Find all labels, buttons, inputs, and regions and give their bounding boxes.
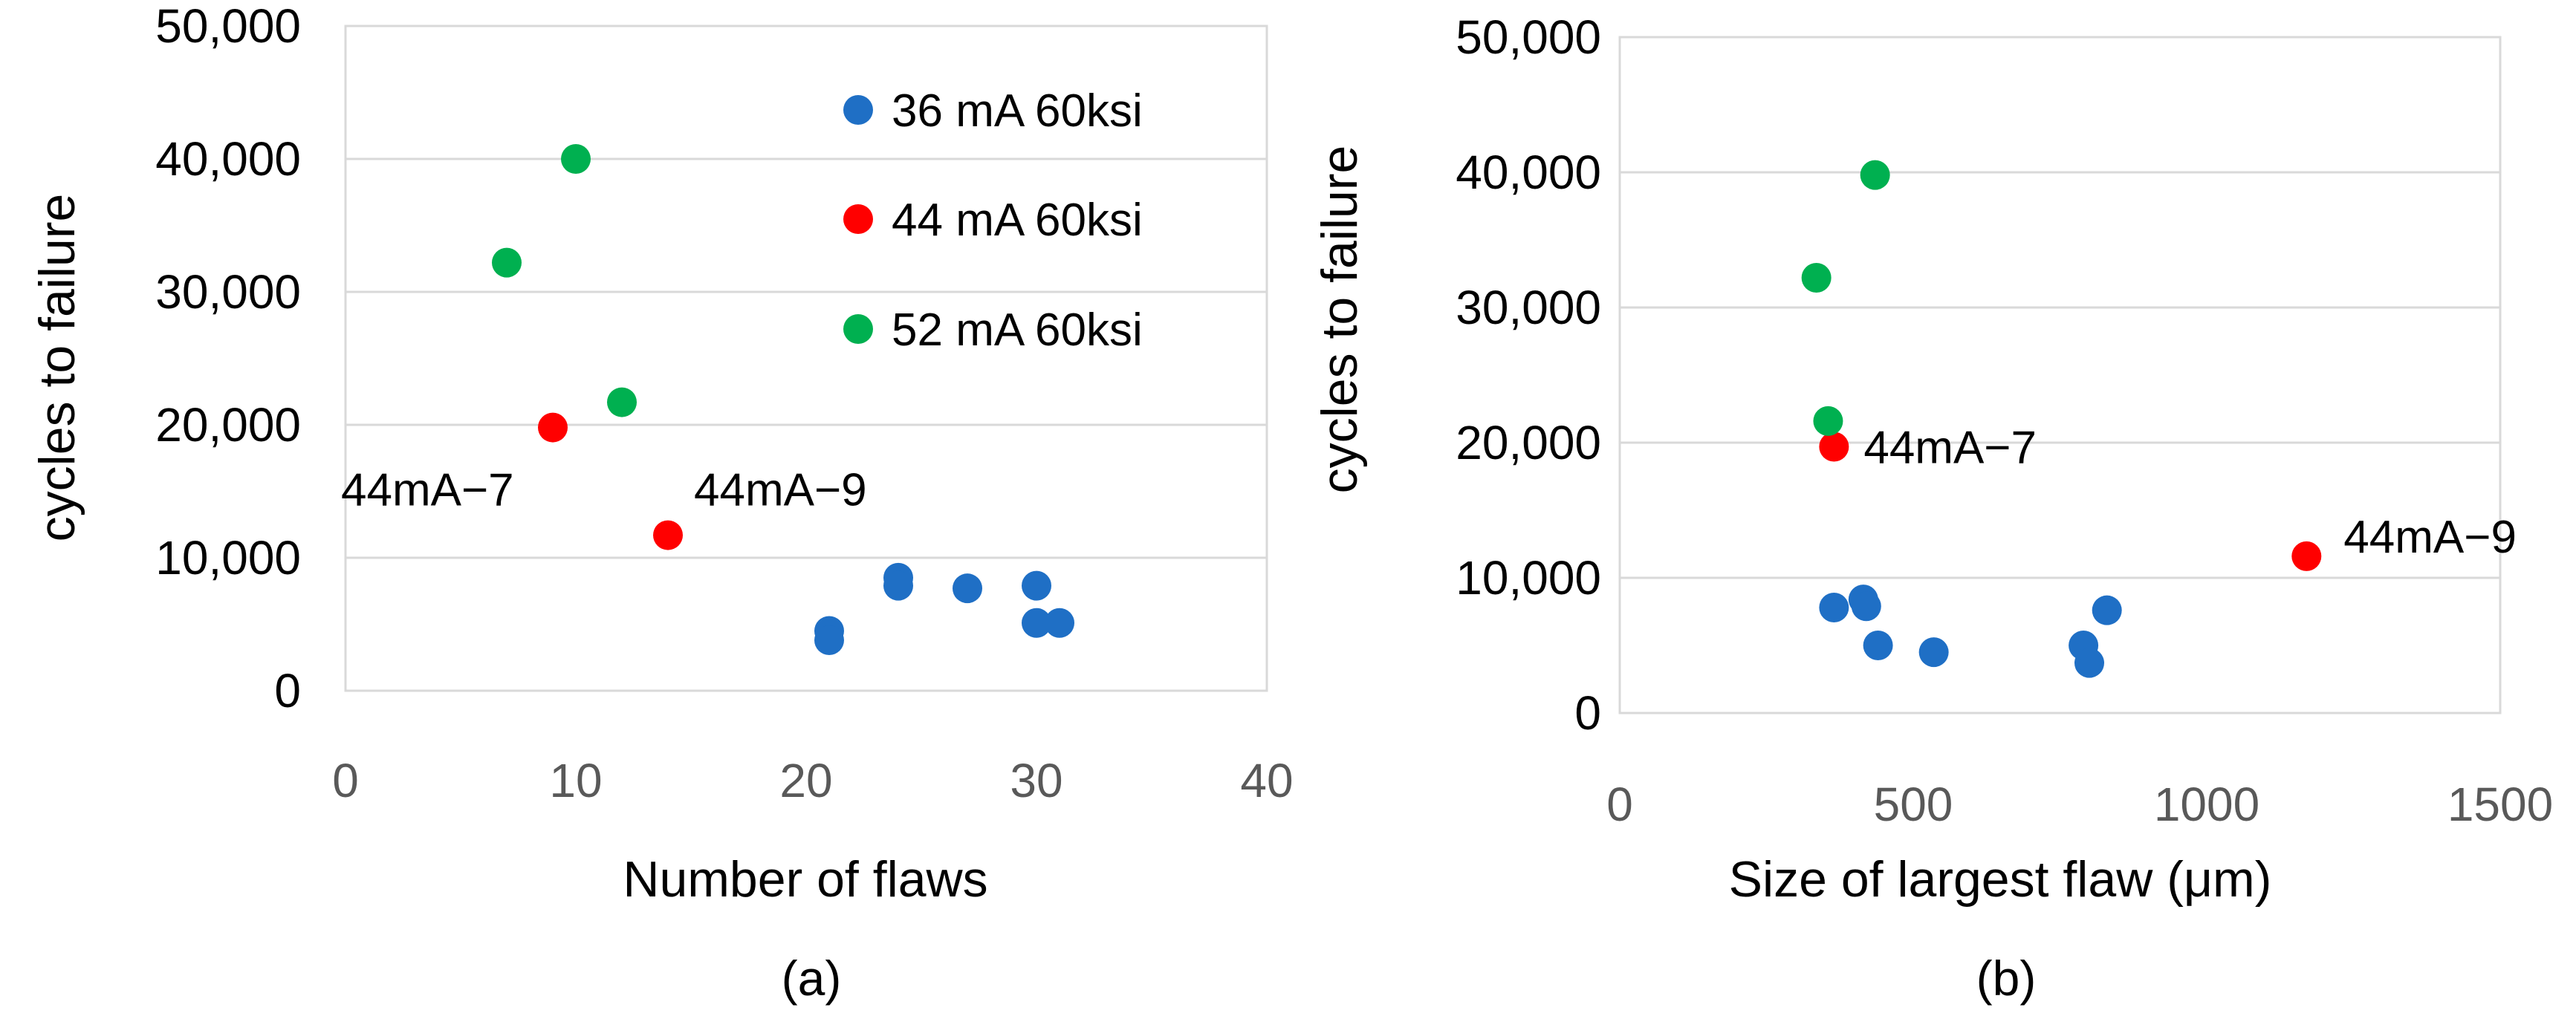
chart-a-point-36-ma-60ksi-1 xyxy=(814,625,844,655)
chart-a-points xyxy=(492,144,1074,655)
chart-a-plot-frame xyxy=(344,25,1268,692)
chart-b-point-36-ma-60ksi-3 xyxy=(1863,631,1893,660)
chart-a-y-tick-label: 0 xyxy=(274,664,301,717)
chart-b-y-tick-label: 40,000 xyxy=(1456,146,1601,199)
chart-a-panel-label: (a) xyxy=(782,951,842,1006)
chart-b-point-36-ma-60ksi-7 xyxy=(2092,595,2122,625)
chart-b-annotation-44ma-7: 44mA−7 xyxy=(1863,422,2037,473)
chart-a-y-ticks: 0 10,000 20,000 30,000 40,000 50,000 xyxy=(155,0,301,717)
chart-b-x-axis-title: Size of largest flaw (μm) xyxy=(1729,851,2272,908)
chart-a-point-36-ma-60ksi-7 xyxy=(1045,608,1074,638)
chart-b-point-36-ma-60ksi-4 xyxy=(1918,637,1949,668)
legend-marker-44ma xyxy=(843,204,873,234)
chart-a: 0 10,000 20,000 30,000 40,000 50,000 0 10 20 30 4… xyxy=(29,0,1294,1006)
chart-a-y-tick-label: 20,000 xyxy=(155,398,301,452)
chart-b-point-44-ma-60ksi-0 xyxy=(1819,432,1849,462)
chart-b-y-tick-label: 20,000 xyxy=(1456,416,1601,469)
legend-label-52ma: 52 mA 60ksi xyxy=(892,305,1143,356)
chart-b-x-tick-label: 500 xyxy=(1874,778,1953,831)
chart-a-point-52-ma-60ksi-0 xyxy=(561,144,591,174)
chart-a-x-ticks: 0 10 20 30 40 xyxy=(332,754,1293,807)
chart-a-y-axis-title: cycles to failure xyxy=(29,194,85,542)
chart-a-point-44-ma-60ksi-1 xyxy=(653,520,683,550)
legend-entry-44ma: 44 mA 60ksi xyxy=(843,195,1143,246)
chart-a-legend: 36 mA 60ksi 44 mA 60ksi 52 mA 60ksi xyxy=(843,85,1143,356)
chart-b-point-36-ma-60ksi-6 xyxy=(2074,648,2104,678)
legend-marker-52ma xyxy=(843,314,873,344)
chart-b-y-tick-label: 50,000 xyxy=(1456,10,1601,64)
legend-label-36ma: 36 mA 60ksi xyxy=(892,85,1143,137)
chart-a-annotation-44ma-7: 44mA−7 xyxy=(341,465,514,516)
chart-a-x-tick-label: 10 xyxy=(549,754,602,807)
chart-a-y-tick-label: 40,000 xyxy=(155,132,301,186)
chart-a-point-36-ma-60ksi-3 xyxy=(883,570,913,601)
chart-b-point-52-ma-60ksi-2 xyxy=(1813,406,1843,436)
chart-a-point-52-ma-60ksi-1 xyxy=(492,247,522,278)
chart-b-x-ticks: 0 500 1000 1500 xyxy=(1606,778,2553,831)
chart-a-annotations: 44mA−7 44mA−9 xyxy=(341,465,867,516)
chart-b-points xyxy=(1801,160,2322,678)
chart-b-gridlines xyxy=(1618,36,2502,714)
chart-b-point-36-ma-60ksi-2 xyxy=(1851,591,1881,622)
chart-b-annotations: 44mA−7 44mA−9 xyxy=(1863,422,2517,562)
chart-b-y-ticks: 0 10,000 20,000 30,000 40,000 50,000 xyxy=(1456,10,1601,740)
chart-a-x-tick-label: 0 xyxy=(332,754,359,807)
chart-a-x-tick-label: 40 xyxy=(1240,754,1293,807)
chart-a-point-52-ma-60ksi-2 xyxy=(607,387,637,417)
chart-b-x-tick-label: 0 xyxy=(1606,778,1633,831)
chart-b-y-tick-label: 10,000 xyxy=(1456,551,1601,605)
chart-b-x-tick-label: 1500 xyxy=(2447,778,2553,831)
chart-a-point-36-ma-60ksi-6 xyxy=(1022,608,1051,638)
chart-a-annotation-44ma-9: 44mA−9 xyxy=(694,465,867,516)
chart-a-y-tick-label: 30,000 xyxy=(155,265,301,319)
chart-a-x-tick-label: 30 xyxy=(1010,754,1062,807)
chart-b-y-axis-title: cycles to failure xyxy=(1311,146,1368,494)
chart-b-panel-label: (b) xyxy=(1976,951,2037,1006)
chart-b-plot-frame xyxy=(1618,36,2502,714)
legend-entry-36ma: 36 mA 60ksi xyxy=(843,85,1143,137)
chart-b-point-36-ma-60ksi-0 xyxy=(1819,593,1849,623)
chart-b-y-tick-label: 30,000 xyxy=(1456,281,1601,334)
legend-label-44ma: 44 mA 60ksi xyxy=(892,195,1143,246)
chart-a-x-axis-title: Number of flaws xyxy=(623,851,987,908)
chart-a-point-36-ma-60ksi-5 xyxy=(1022,570,1051,601)
chart-a-y-tick-label: 50,000 xyxy=(155,0,301,53)
chart-a-gridlines xyxy=(344,25,1268,692)
chart-b-point-52-ma-60ksi-1 xyxy=(1801,262,1832,293)
legend-marker-36ma xyxy=(843,95,873,125)
chart-a-point-44-ma-60ksi-0 xyxy=(538,412,568,443)
chart-b-y-tick-label: 0 xyxy=(1574,686,1601,740)
chart-b: 0 10,000 20,000 30,000 40,000 50,000 0 500 1000… xyxy=(1311,10,2553,1006)
chart-a-x-tick-label: 20 xyxy=(779,754,832,807)
chart-b-point-52-ma-60ksi-0 xyxy=(1860,160,1890,190)
chart-b-annotation-44ma-9: 44mA−9 xyxy=(2343,512,2517,563)
legend-entry-52ma: 52 mA 60ksi xyxy=(843,305,1143,356)
chart-a-point-36-ma-60ksi-4 xyxy=(953,573,982,604)
chart-b-x-tick-label: 1000 xyxy=(2154,778,2259,831)
chart-b-point-44-ma-60ksi-1 xyxy=(2291,541,2322,571)
chart-a-y-tick-label: 10,000 xyxy=(155,531,301,585)
